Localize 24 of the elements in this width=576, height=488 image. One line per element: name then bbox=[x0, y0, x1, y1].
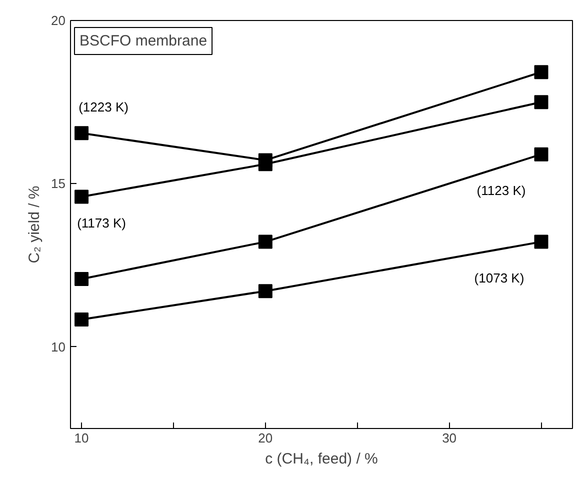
point bbox=[74, 126, 89, 140]
point bbox=[534, 147, 548, 162]
x-tick-label: 20 bbox=[258, 430, 273, 446]
point bbox=[258, 284, 272, 298]
point bbox=[534, 65, 548, 80]
series-label: (1223 K) bbox=[78, 100, 128, 115]
point bbox=[258, 234, 272, 249]
series-label: (1173 K) bbox=[77, 215, 126, 230]
point bbox=[534, 234, 548, 249]
y-tick-label: 10 bbox=[51, 339, 66, 354]
point bbox=[74, 312, 89, 326]
point bbox=[534, 95, 548, 110]
y-tick-label: 20 bbox=[51, 13, 66, 28]
series-label: (1123 K) bbox=[476, 182, 526, 198]
y-tick-label: 15 bbox=[51, 176, 66, 192]
point bbox=[258, 157, 272, 172]
annotation: BSCFO membrane bbox=[80, 32, 208, 50]
point bbox=[74, 272, 89, 286]
series-label: (1073 K) bbox=[474, 270, 524, 286]
point bbox=[74, 190, 89, 204]
x-tick-label: 30 bbox=[442, 430, 457, 446]
y-axis-title: C₂ yield / % bbox=[26, 186, 44, 264]
x-tick-label: 10 bbox=[74, 430, 89, 446]
x-axis-title: c (CH₄, feed) / % bbox=[265, 450, 378, 468]
